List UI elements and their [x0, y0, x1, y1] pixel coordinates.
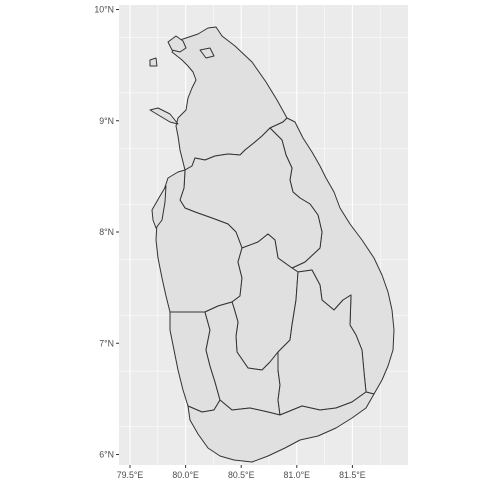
- x-axis: 79.5°E 80.0°E 80.5°E 81.0°E 81.5°E: [117, 465, 366, 480]
- x-tick-label: 79.5°E: [117, 470, 144, 480]
- x-tick-label: 81.5°E: [339, 470, 366, 480]
- island-north-2: [149, 57, 158, 67]
- y-axis: 10°N 9°N 8°N 7°N 6°N: [94, 5, 119, 460]
- y-tick-label: 10°N: [94, 5, 114, 15]
- mannar-island: [149, 107, 179, 125]
- y-tick-label: 6°N: [99, 450, 114, 460]
- x-tick-label: 81.0°E: [284, 470, 311, 480]
- x-tick-label: 80.0°E: [172, 470, 199, 480]
- island-north-1: [167, 35, 187, 53]
- kalpitiya-peninsula: [151, 185, 167, 229]
- sri-lanka-provinces: [149, 26, 395, 463]
- x-tick-label: 80.5°E: [228, 470, 255, 480]
- y-tick-label: 8°N: [99, 227, 114, 237]
- island-north-3: [199, 47, 215, 59]
- y-tick-label: 9°N: [99, 116, 114, 126]
- y-tick-label: 7°N: [99, 338, 114, 348]
- province-southern: [187, 391, 375, 463]
